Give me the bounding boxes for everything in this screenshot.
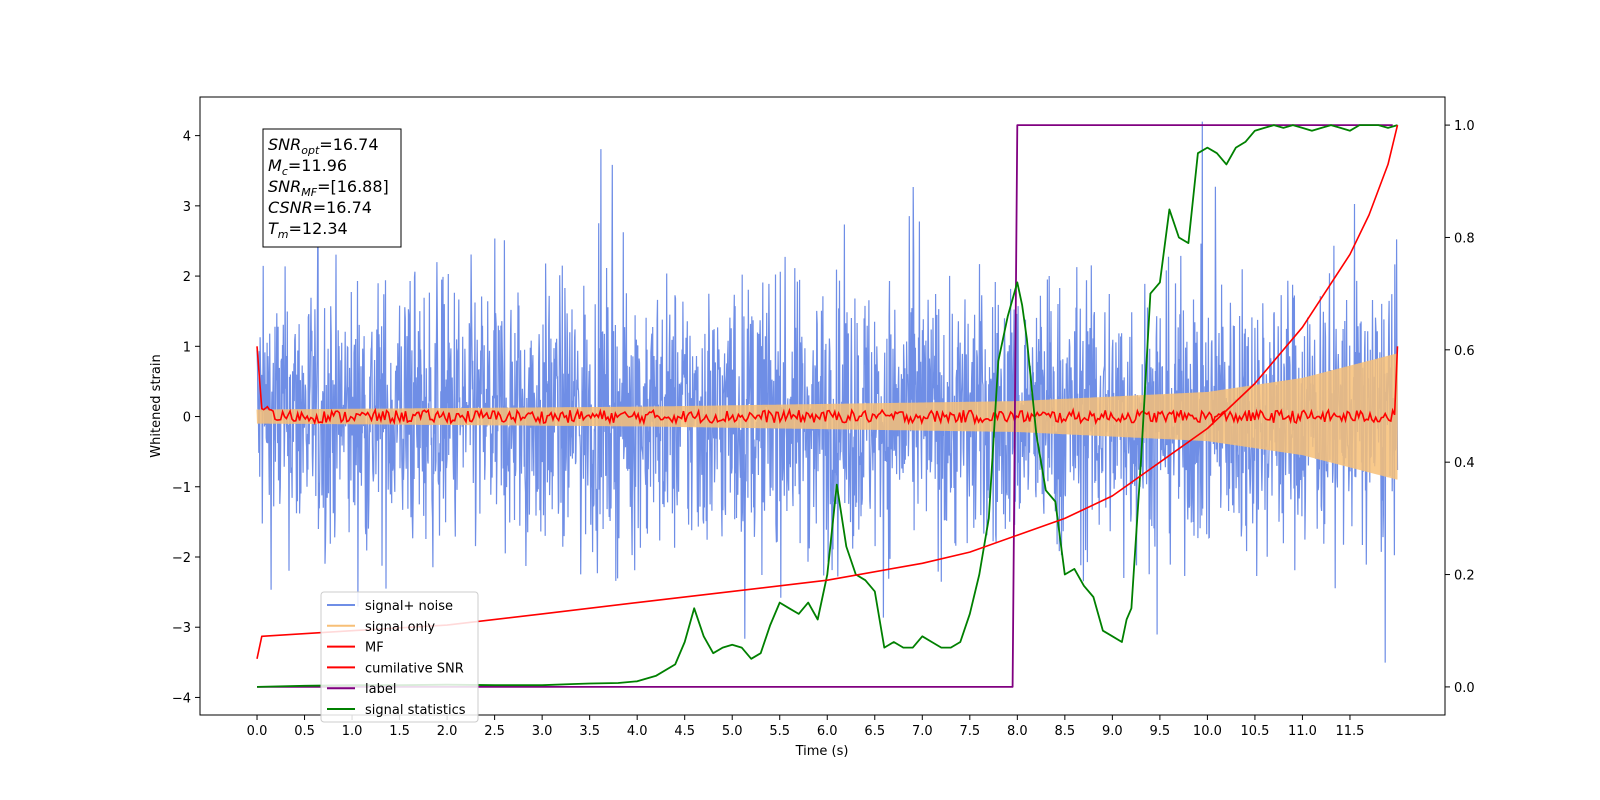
legend-label: signal only	[365, 620, 435, 635]
y-right-tick-label: 0.6	[1454, 344, 1475, 359]
x-tick-label: 11.5	[1335, 724, 1364, 739]
x-tick-label: 1.5	[389, 724, 410, 739]
y-right-tick-label: 0.0	[1454, 681, 1475, 696]
y-axis-right: 0.0 0.2 0.4 0.6 0.8 1.0	[1445, 119, 1475, 696]
y-axis-left: −4 −3 −2 −1 0 1 2 3 4	[172, 130, 200, 706]
legend-label: cumilative SNR	[365, 661, 464, 676]
x-tick-label: 10.5	[1240, 724, 1269, 739]
x-tick-label: 0.0	[247, 724, 268, 739]
annotation-line: Tm=12.34	[268, 219, 348, 241]
legend-frame	[320, 591, 479, 723]
x-tick-label: 5.0	[722, 724, 743, 739]
x-tick-label: 4.0	[627, 724, 648, 739]
y-tick-label: 4	[183, 130, 191, 145]
x-tick-label: 11.0	[1288, 724, 1317, 739]
x-tick-label: 5.5	[769, 724, 790, 739]
annotation-line: SNRopt=16.74	[268, 135, 379, 157]
x-tick-label: 4.5	[674, 724, 695, 739]
x-tick-label: 10.0	[1193, 724, 1222, 739]
x-tick-label: 8.0	[1007, 724, 1028, 739]
legend: signal+ noise signal only MF cumilative SNR…	[320, 591, 479, 723]
annotation-line: SNRMF=[16.88]	[268, 177, 389, 199]
annotation-line: CSNR=16.74	[268, 198, 372, 217]
x-axis: 0.0 0.5 1.0 1.5 2.0 2.5 3.0 3.5 4.0 4.5 5.0 5.5 6.0 6…	[247, 715, 1364, 739]
y-right-tick-label: 0.4	[1454, 456, 1475, 471]
series-cumulative-snr	[256, 124, 1399, 659]
y-right-tick-label: 0.2	[1454, 569, 1475, 584]
series-mf	[256, 346, 1399, 426]
y-tick-label: −3	[172, 621, 191, 636]
plot-area	[256, 121, 1399, 688]
series-label	[257, 124, 1393, 688]
x-tick-label: 3.0	[532, 724, 553, 739]
x-tick-label: 3.5	[579, 724, 600, 739]
y-tick-label: 0	[183, 411, 191, 426]
x-tick-label: 9.0	[1102, 724, 1123, 739]
stats-annotation-box: SNRopt=16.74Mc=11.96SNRMF=[16.88]CSNR=16…	[262, 128, 402, 248]
x-tick-label: 7.5	[959, 724, 980, 739]
x-tick-label: 2.0	[437, 724, 458, 739]
x-tick-label: 1.0	[342, 724, 363, 739]
series-signal-statistics	[256, 124, 1398, 688]
y-tick-label: 2	[183, 270, 191, 285]
legend-label: signal+ noise	[365, 599, 453, 614]
x-tick-label: 8.5	[1055, 724, 1076, 739]
x-tick-label: 6.5	[864, 724, 885, 739]
legend-label: label	[365, 682, 396, 697]
y-tick-label: 3	[183, 200, 191, 215]
y-tick-label: −1	[172, 481, 191, 496]
x-tick-label: 2.5	[484, 724, 505, 739]
legend-label: signal statistics	[365, 703, 466, 718]
x-tick-label: 7.0	[912, 724, 933, 739]
series-signal-only	[256, 353, 1398, 480]
annotation-frame	[262, 128, 402, 248]
y-tick-label: −2	[172, 551, 191, 566]
y-right-tick-label: 1.0	[1454, 119, 1475, 134]
legend-label: MF	[365, 641, 384, 656]
x-tick-label: 0.5	[294, 724, 315, 739]
x-tick-label: 6.0	[817, 724, 838, 739]
y-right-tick-label: 0.8	[1454, 231, 1475, 246]
y-tick-label: 1	[183, 340, 191, 355]
axes-frame	[199, 96, 1446, 716]
annotation-line: Mc=11.96	[268, 156, 347, 178]
y-tick-label: −4	[172, 691, 191, 706]
y-axis-label: Whitened strain	[149, 354, 164, 457]
x-tick-label: 9.5	[1150, 724, 1171, 739]
x-axis-label: Time (s)	[795, 744, 849, 759]
